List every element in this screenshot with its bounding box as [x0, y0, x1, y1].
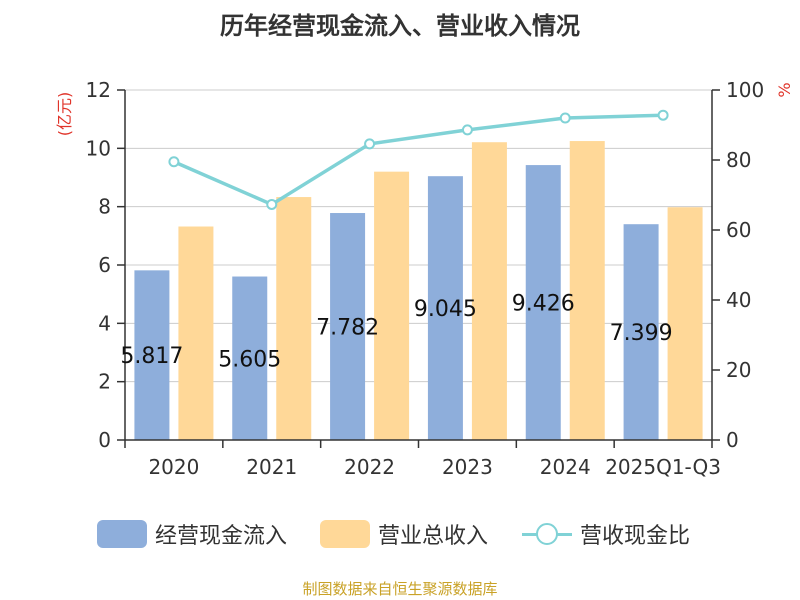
bar-cash-inflow	[427, 176, 463, 440]
x-tick-label: 2024	[540, 455, 591, 479]
data-label-cash-inflow: 7.399	[610, 321, 673, 346]
x-tick-label: 2023	[442, 455, 493, 479]
bar-cash-inflow	[623, 224, 659, 440]
legend-item-bar2[interactable]: 营业总收入	[320, 514, 488, 554]
y-right-tick-label: 100	[726, 78, 764, 102]
bar-revenue	[276, 197, 312, 440]
y-left-tick-label: 0	[98, 428, 111, 452]
data-label-cash-inflow: 5.605	[218, 347, 281, 372]
chart-title: 历年经营现金流入、营业收入情况	[220, 12, 580, 40]
x-tick-label: 2021	[246, 455, 297, 479]
line-series-ratio	[173, 113, 664, 207]
line-point-ratio	[364, 138, 376, 150]
line-point-ratio	[559, 112, 571, 124]
bar-cash-inflow	[232, 276, 268, 440]
legend-label-ratio: 营收现金比	[580, 524, 691, 549]
data-label-cash-inflow: 7.782	[316, 316, 379, 341]
y-right-tick-label: 0	[726, 428, 739, 452]
legend-swatch-cash-inflow	[97, 520, 147, 548]
bar-cash-inflow	[525, 165, 561, 440]
data-label-cash-inflow: 9.426	[512, 292, 575, 317]
y-left-tick-label: 10	[86, 136, 111, 160]
bar-revenue	[569, 141, 605, 440]
x-tick-label: 2020	[148, 455, 199, 479]
line-point-ratio	[168, 156, 180, 168]
bar-revenue	[667, 207, 703, 440]
line-point-ratio	[266, 198, 278, 210]
line-point-ratio	[657, 109, 669, 121]
y-left-tick-label: 12	[86, 78, 111, 102]
legend-swatch-ratio	[522, 520, 572, 548]
y-right-unit-label: %	[775, 82, 794, 97]
y-left-unit-label: (亿元)	[55, 92, 74, 137]
y-left-tick-label: 6	[98, 253, 111, 277]
data-source-note: 制图数据来自恒生聚源数据库	[302, 580, 498, 598]
legend-item-bar1[interactable]: 经营现金流入	[97, 514, 287, 554]
y-right-tick-label: 60	[726, 218, 751, 242]
line-point-ratio	[461, 124, 473, 136]
y-right-tick-label: 40	[726, 288, 751, 312]
bar-cash-inflow	[330, 213, 366, 440]
x-tick-label: 2025Q1-Q3	[605, 455, 721, 479]
legend-label-cash-inflow: 经营现金流入	[155, 524, 288, 549]
y-left-tick-label: 2	[98, 370, 111, 394]
x-tick-label: 2022	[344, 455, 395, 479]
bar-cash-inflow	[134, 270, 170, 440]
y-left-tick-label: 4	[98, 311, 111, 335]
chart-legend: 经营现金流入 营业总收入 营收现金比	[0, 514, 800, 554]
bar-revenue	[374, 171, 410, 440]
y-right-tick-label: 20	[726, 358, 751, 382]
bar-revenue	[471, 142, 507, 441]
bar-revenue	[178, 226, 214, 440]
legend-label-revenue: 营业总收入	[378, 524, 489, 549]
data-label-cash-inflow: 5.817	[120, 344, 183, 369]
data-label-cash-inflow: 9.045	[414, 297, 477, 322]
y-left-tick-label: 8	[98, 195, 111, 219]
legend-swatch-revenue	[320, 520, 370, 548]
legend-item-line[interactable]: 营收现金比	[522, 514, 690, 554]
y-right-tick-label: 80	[726, 148, 751, 172]
